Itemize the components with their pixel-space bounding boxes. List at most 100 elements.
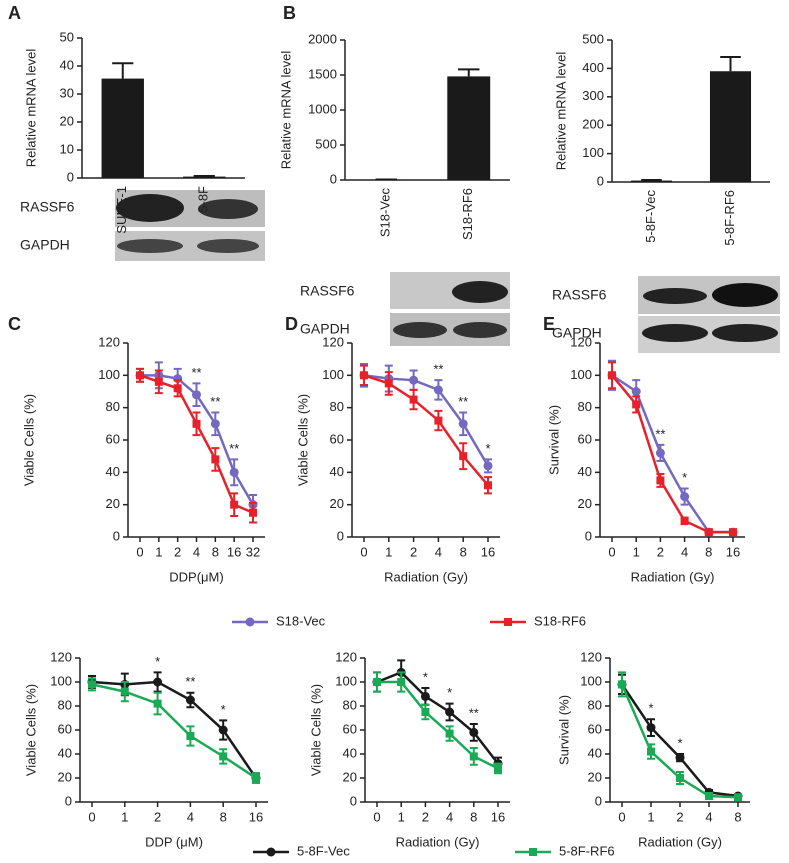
marker — [186, 732, 195, 740]
y-axis-label: Relative mRNA level — [553, 52, 568, 171]
bar — [630, 180, 673, 182]
series-line — [363, 374, 490, 467]
error-bar — [112, 62, 134, 79]
marker — [373, 678, 381, 686]
marker — [230, 500, 239, 509]
y-tick-label: 0 — [350, 793, 357, 808]
marker — [494, 764, 502, 773]
marker — [249, 508, 257, 517]
y-tick-label: 120 — [322, 334, 344, 349]
marker — [192, 390, 201, 400]
y-tick-label: 120 — [98, 334, 120, 349]
marker — [504, 618, 512, 626]
x-tick-label: 2 — [676, 809, 683, 824]
y-tick-label: 400 — [582, 60, 604, 75]
x-tick-label: 2 — [410, 544, 417, 559]
marker — [409, 395, 418, 404]
y-tick-label: 100 — [582, 145, 604, 160]
y-tick-label: 1000 — [308, 101, 337, 116]
annotation: * — [155, 654, 160, 669]
marker — [469, 727, 479, 737]
x-tick-label: 4 — [187, 809, 194, 824]
marker — [185, 695, 195, 705]
x-tick-label: 5-8F-RF6 — [722, 190, 737, 246]
y-tick-label: 60 — [588, 721, 602, 736]
x-tick-label: 16 — [491, 809, 505, 824]
y-tick-label: 120 — [50, 649, 72, 664]
y-tick-label: 40 — [106, 464, 120, 479]
y-tick-label: 80 — [330, 399, 344, 414]
y-tick-label: 100 — [98, 367, 120, 382]
error-bar — [720, 56, 741, 72]
x-tick-label: 8 — [470, 809, 477, 824]
x-tick-label: 5-8F — [196, 186, 211, 213]
annotation: ** — [433, 362, 443, 377]
y-tick-label: 40 — [343, 745, 357, 760]
x-tick-label: 2 — [657, 544, 664, 559]
x-axis-label: Radiation (Gy) — [631, 569, 715, 584]
panel-label: B — [283, 3, 296, 23]
y-tick-label: 100 — [335, 673, 357, 688]
marker — [421, 708, 430, 716]
annotation: ** — [191, 365, 201, 380]
marker — [484, 481, 492, 490]
x-axis-label: DDP (μM) — [145, 834, 203, 849]
series-line — [611, 374, 733, 534]
annotation: * — [648, 701, 653, 716]
y-tick-label: 100 — [570, 367, 592, 382]
annotation: ** — [229, 441, 239, 456]
y-tick-label: 20 — [60, 113, 74, 128]
x-tick-label: 0 — [608, 544, 615, 559]
y-tick-label: 40 — [60, 57, 74, 72]
marker — [632, 400, 641, 409]
annotation: * — [423, 669, 428, 684]
y-tick-label: 0 — [595, 793, 602, 808]
marker — [655, 448, 665, 458]
blot-image — [390, 272, 510, 346]
error-bar — [458, 68, 480, 77]
x-axis-label: Radiation (Gy) — [396, 834, 480, 849]
y-tick-label: 60 — [58, 721, 72, 736]
blot-label: GAPDH — [20, 237, 70, 253]
series-line — [376, 670, 499, 765]
error-bar — [641, 179, 662, 182]
error-bar — [193, 175, 215, 178]
y-tick-label: 50 — [60, 29, 74, 44]
marker — [409, 375, 419, 385]
marker — [705, 792, 713, 800]
x-axis-label: Radiation (Gy) — [638, 834, 722, 849]
marker — [88, 680, 96, 689]
x-tick-label: S18-RF6 — [460, 188, 475, 240]
marker — [229, 467, 239, 477]
y-tick-label: 300 — [582, 88, 604, 103]
panel-label: A — [8, 3, 21, 23]
y-tick-label: 20 — [578, 496, 592, 511]
x-tick-label: 8 — [460, 544, 467, 559]
y-axis-label: Viable Cells (%) — [23, 684, 38, 776]
x-tick-label: 8 — [705, 544, 712, 559]
panel-label: E — [543, 314, 555, 334]
marker — [433, 385, 443, 395]
y-tick-label: 0 — [597, 173, 604, 188]
marker — [529, 848, 537, 856]
bar — [709, 71, 752, 182]
y-tick-label: 60 — [106, 431, 120, 446]
y-tick-label: 20 — [330, 496, 344, 511]
x-tick-label: 0 — [136, 544, 143, 559]
marker — [656, 476, 665, 485]
x-tick-label: S18-Vec — [378, 188, 393, 238]
x-tick-label: 1 — [155, 544, 162, 559]
marker — [646, 723, 656, 733]
y-tick-label: 0 — [67, 169, 74, 184]
y-axis-label: Relative mRNA level — [278, 51, 293, 170]
y-tick-label: 2000 — [308, 31, 337, 46]
bar — [447, 76, 491, 180]
y-tick-label: 1500 — [308, 66, 337, 81]
y-tick-label: 120 — [335, 649, 357, 664]
x-axis-label: Radiation (Gy) — [384, 569, 468, 584]
series-line — [377, 680, 499, 770]
y-tick-label: 10 — [60, 141, 74, 156]
x-tick-label: 1 — [398, 809, 405, 824]
y-tick-label: 80 — [106, 399, 120, 414]
marker — [647, 747, 655, 756]
